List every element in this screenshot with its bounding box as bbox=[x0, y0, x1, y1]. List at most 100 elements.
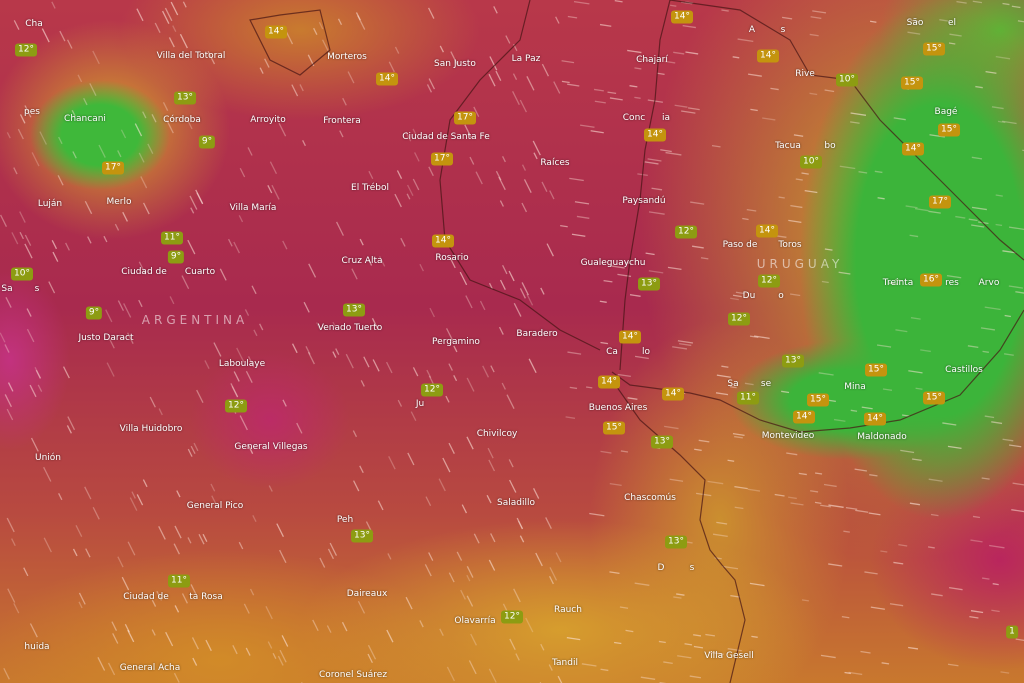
temperature-badge[interactable]: 14° bbox=[598, 375, 620, 389]
city-label[interactable]: Chajarí bbox=[636, 55, 668, 65]
temperature-badge[interactable]: 12° bbox=[421, 383, 443, 397]
city-label[interactable]: Paysandú bbox=[622, 196, 666, 206]
city-label[interactable]: Cha bbox=[25, 19, 43, 29]
city-label[interactable]: Castillos bbox=[945, 365, 983, 375]
city-label[interactable]: Merlo bbox=[106, 197, 132, 207]
city-label[interactable]: Justo Daract bbox=[78, 333, 134, 343]
city-label[interactable]: Saladillo bbox=[497, 498, 535, 508]
city-label[interactable]: Frontera bbox=[323, 116, 361, 126]
city-label[interactable]: Laboulaye bbox=[218, 359, 266, 369]
city-label[interactable]: Villa del Totoral bbox=[156, 51, 226, 61]
city-label[interactable]: lo bbox=[641, 347, 651, 357]
temperature-badge[interactable]: 17° bbox=[454, 111, 476, 125]
city-label[interactable]: El Trébol bbox=[351, 183, 389, 193]
temperature-badge[interactable]: 14° bbox=[376, 72, 398, 86]
temperature-badge[interactable]: 9° bbox=[198, 135, 216, 149]
city-label[interactable]: ta Rosa bbox=[189, 592, 223, 602]
city-label[interactable]: Morteros bbox=[327, 52, 367, 62]
temperature-badge[interactable]: 15° bbox=[923, 391, 945, 405]
temperature-badge[interactable]: 17° bbox=[929, 195, 951, 209]
temperature-badge[interactable]: 12° bbox=[501, 610, 523, 624]
city-label[interactable]: Maldonado bbox=[857, 432, 907, 442]
city-label[interactable]: Rive bbox=[795, 69, 815, 79]
city-label[interactable]: se bbox=[760, 379, 772, 389]
temperature-badge[interactable]: 12° bbox=[728, 312, 750, 326]
city-label[interactable]: Pergamino bbox=[432, 337, 480, 347]
temperature-badge[interactable]: 17° bbox=[431, 152, 453, 166]
city-label[interactable]: Villa María bbox=[229, 203, 277, 213]
city-label[interactable]: La Paz bbox=[511, 54, 541, 64]
city-label[interactable]: Unión bbox=[34, 453, 62, 463]
temperature-badge[interactable]: 13° bbox=[343, 303, 365, 317]
temperature-badge[interactable]: 1 bbox=[1006, 625, 1018, 639]
temperature-badge[interactable]: 9° bbox=[85, 306, 103, 320]
city-label[interactable]: Rauch bbox=[554, 605, 582, 615]
city-label[interactable]: General Villegas bbox=[234, 442, 308, 452]
city-label[interactable]: Toros bbox=[778, 240, 802, 250]
city-label[interactable]: Cuarto bbox=[184, 267, 216, 277]
city-label[interactable]: Venado Tuerto bbox=[317, 323, 383, 333]
city-label[interactable]: s bbox=[780, 25, 786, 35]
temperature-badge[interactable]: 15° bbox=[923, 42, 945, 56]
city-label[interactable]: Olavarría bbox=[454, 616, 496, 626]
temperature-badge[interactable]: 14° bbox=[793, 410, 815, 424]
temperature-badge[interactable]: 11° bbox=[168, 574, 190, 588]
city-label[interactable]: huida bbox=[24, 642, 50, 652]
city-label[interactable]: Chancani bbox=[64, 114, 106, 124]
city-label[interactable]: Montevideo bbox=[761, 431, 815, 441]
city-label[interactable]: D bbox=[657, 563, 665, 573]
city-label[interactable]: General Pico bbox=[186, 501, 244, 511]
city-label[interactable]: São bbox=[906, 18, 924, 28]
city-label[interactable]: Tacua bbox=[775, 141, 801, 151]
city-label[interactable]: Sa bbox=[1, 284, 13, 294]
temperature-badge[interactable]: 11° bbox=[161, 231, 183, 245]
city-label[interactable]: Paso de bbox=[722, 240, 758, 250]
temperature-badge[interactable]: 15° bbox=[603, 421, 625, 435]
temperature-badge[interactable]: 11° bbox=[737, 391, 759, 405]
city-label[interactable]: Sa bbox=[727, 379, 739, 389]
city-label[interactable]: Gualeguaychu bbox=[580, 258, 646, 268]
temperature-badge[interactable]: 14° bbox=[644, 128, 666, 142]
city-label[interactable]: Du bbox=[742, 291, 756, 301]
temperature-badge[interactable]: 17° bbox=[102, 161, 124, 175]
city-label[interactable]: Ciudad de Santa Fe bbox=[402, 132, 490, 142]
city-label[interactable]: Villa Gesell bbox=[704, 651, 754, 661]
city-label[interactable]: el bbox=[947, 18, 957, 28]
city-label[interactable]: Cruz Alta bbox=[341, 256, 383, 266]
temperature-badge[interactable]: 13° bbox=[665, 535, 687, 549]
city-label[interactable]: Ciudad de bbox=[123, 592, 169, 602]
temperature-badge[interactable]: 10° bbox=[836, 73, 858, 87]
temperature-badge[interactable]: 15° bbox=[807, 393, 829, 407]
city-label[interactable]: s bbox=[689, 563, 695, 573]
city-label[interactable]: Rosario bbox=[435, 253, 469, 263]
temperature-badge[interactable]: 12° bbox=[15, 43, 37, 57]
city-label[interactable]: Conc bbox=[622, 113, 646, 123]
temperature-badge[interactable]: 13° bbox=[651, 435, 673, 449]
city-label[interactable]: Mina bbox=[844, 382, 866, 392]
temperature-badge[interactable]: 14° bbox=[432, 234, 454, 248]
city-label[interactable]: Buenos Aires bbox=[588, 403, 648, 413]
temperature-badge[interactable]: 14° bbox=[864, 412, 886, 426]
city-label[interactable]: res bbox=[945, 278, 959, 288]
temperature-badge[interactable]: 14° bbox=[757, 49, 779, 63]
temperature-badge[interactable]: 10° bbox=[11, 267, 33, 281]
city-label[interactable]: Peh bbox=[336, 515, 354, 525]
city-label[interactable]: Baradero bbox=[516, 329, 558, 339]
city-label[interactable]: Raíces bbox=[540, 158, 570, 168]
city-label[interactable]: o bbox=[778, 291, 784, 301]
temperature-badge[interactable]: 13° bbox=[174, 91, 196, 105]
temperature-badge[interactable]: 14° bbox=[756, 224, 778, 238]
city-label[interactable]: Coronel Suárez bbox=[318, 670, 388, 680]
temperature-badge[interactable]: 13° bbox=[638, 277, 660, 291]
city-label[interactable]: Ju bbox=[415, 399, 425, 409]
city-label[interactable]: Arvo bbox=[978, 278, 1000, 288]
temperature-badge[interactable]: 14° bbox=[662, 387, 684, 401]
city-label[interactable]: Luján bbox=[37, 199, 63, 209]
temperature-badge[interactable]: 14° bbox=[902, 142, 924, 156]
city-label[interactable]: ia bbox=[661, 113, 671, 123]
city-label[interactable]: Villa Huidobro bbox=[119, 424, 183, 434]
temperature-badge[interactable]: 12° bbox=[675, 225, 697, 239]
temperature-badge[interactable]: 9° bbox=[167, 250, 185, 264]
temperature-badge[interactable]: 15° bbox=[901, 76, 923, 90]
